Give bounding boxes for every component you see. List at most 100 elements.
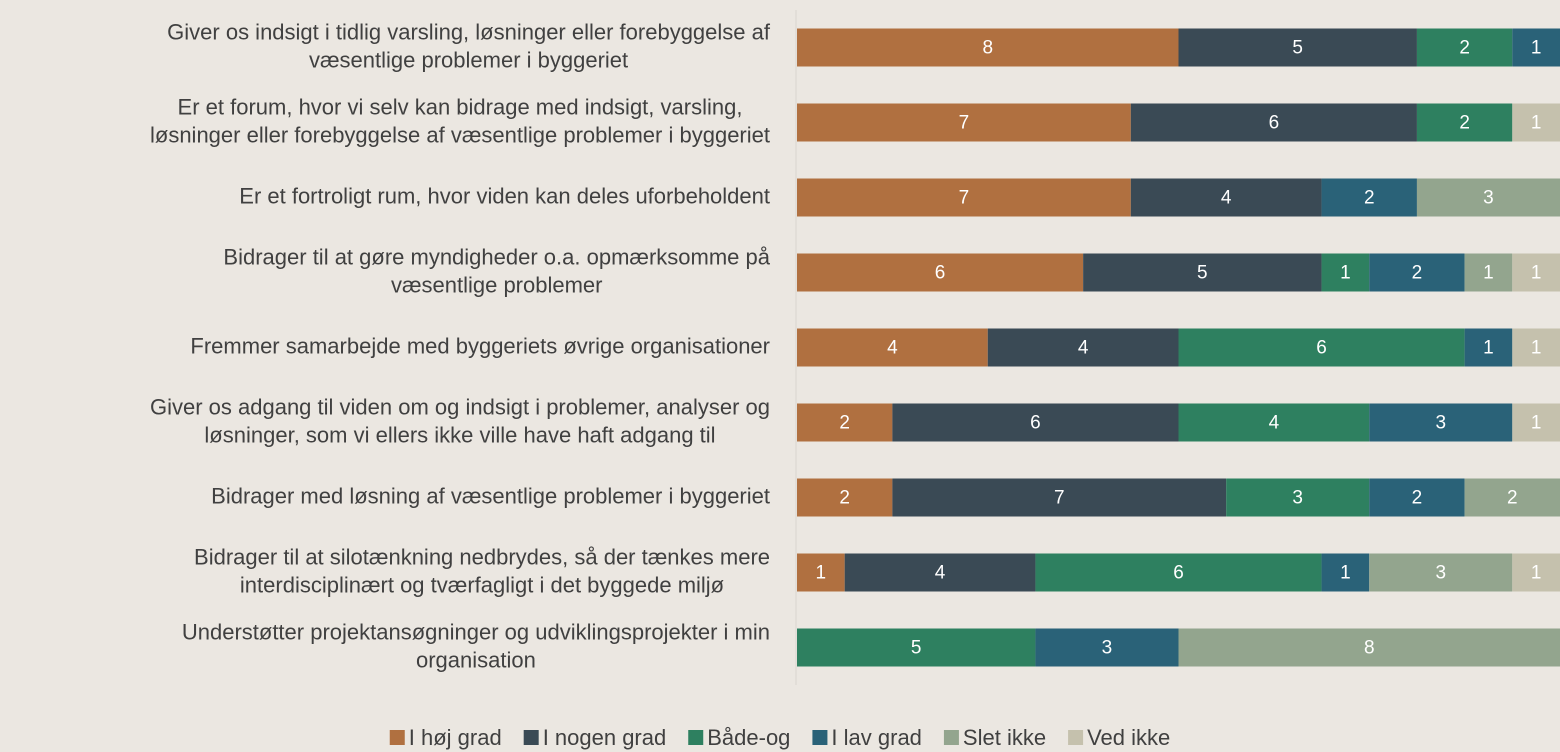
value-label: 1	[1483, 338, 1494, 359]
category-line: væsentlige problemer i byggeriet	[309, 47, 628, 72]
legend-swatch	[389, 730, 405, 745]
bar-segment	[1464, 478, 1560, 517]
value-label: 1	[1531, 338, 1542, 359]
value-label: 6	[1030, 413, 1041, 434]
value-label: 1	[1531, 563, 1542, 584]
category-line: løsninger, som vi ellers ikke ville have…	[204, 422, 715, 447]
value-label: 8	[982, 38, 993, 59]
legend-swatch	[688, 730, 704, 745]
value-label: 1	[816, 563, 827, 584]
value-label: 3	[1102, 638, 1113, 659]
category-line: Understøtter projektansøgninger og udvik…	[182, 619, 770, 644]
category-line: Bidrager til at gøre myndigheder o.a. op…	[223, 244, 770, 269]
value-label: 5	[1197, 263, 1208, 284]
legend-swatch	[523, 730, 539, 745]
value-label: 3	[1292, 488, 1303, 509]
bar-segment	[797, 103, 1131, 142]
value-label: 2	[1412, 488, 1423, 509]
value-label: 1	[1531, 38, 1542, 59]
bar-segment	[1464, 253, 1513, 292]
category-label: Bidrager med løsning af væsentlige probl…	[211, 483, 770, 508]
bar-segment	[1035, 628, 1179, 667]
bar-segment	[1369, 478, 1465, 517]
value-label: 5	[1292, 38, 1303, 59]
category-line: løsninger eller forebyggelse af væsentli…	[150, 122, 770, 147]
value-label: 8	[1364, 638, 1375, 659]
bar-segment	[1178, 28, 1417, 67]
bar-segment	[797, 553, 845, 592]
category-line: væsentlige problemer	[391, 272, 603, 297]
value-label: 7	[959, 113, 970, 134]
value-label: 2	[1459, 113, 1470, 134]
value-label: 2	[1364, 188, 1375, 209]
bar-segment	[1130, 178, 1322, 217]
value-label: 2	[839, 413, 850, 434]
bar-segment	[1321, 253, 1370, 292]
value-label: 6	[1316, 338, 1327, 359]
bar-segment	[1321, 178, 1417, 217]
value-label: 4	[935, 563, 946, 584]
value-label: 1	[1531, 263, 1542, 284]
value-label: 2	[839, 488, 850, 509]
bar-segment	[1226, 478, 1370, 517]
legend-swatch	[1068, 730, 1084, 745]
value-label: 6	[1173, 563, 1184, 584]
legend-label: Både-og	[707, 725, 790, 750]
category-line: Bidrager med løsning af væsentlige probl…	[211, 483, 770, 508]
category-label: Bidrager til at gøre myndigheder o.a. op…	[223, 244, 770, 297]
category-label: Fremmer samarbejde med byggeriets øvrige…	[190, 333, 770, 358]
legend: I høj grad I nogen grad Både-og I lav grad S…	[389, 725, 1170, 750]
bar-segment	[1178, 628, 1560, 667]
value-label: 1	[1340, 263, 1351, 284]
legend-swatch	[943, 730, 959, 745]
category-line: Bidrager til at silotænkning nedbrydes, …	[194, 544, 770, 569]
legend-label: Slet ikke	[963, 725, 1046, 750]
value-label: 1	[1340, 563, 1351, 584]
value-label: 4	[1078, 338, 1089, 359]
bar-segment	[844, 553, 1036, 592]
bar-segment	[1512, 103, 1560, 142]
legend-label: I lav grad	[831, 725, 922, 750]
category-line: Er et fortroligt rum, hvor viden kan del…	[239, 183, 770, 208]
bar-segment	[1369, 553, 1513, 592]
bar-segment	[1369, 253, 1465, 292]
category-line: Er et forum, hvor vi selv kan bidrage me…	[178, 94, 743, 119]
value-label: 6	[935, 263, 946, 284]
bar-segment	[1464, 328, 1513, 367]
bar-segment	[1512, 253, 1560, 292]
bar-segment	[1512, 403, 1560, 442]
value-label: 3	[1483, 188, 1494, 209]
bar-segment	[797, 478, 893, 517]
category-label: Er et forum, hvor vi selv kan bidrage me…	[150, 94, 770, 147]
legend-label: I nogen grad	[543, 725, 667, 750]
value-label: 1	[1531, 113, 1542, 134]
category-line: Giver os adgang til viden om og indsigt …	[150, 394, 770, 419]
category-label: Er et fortroligt rum, hvor viden kan del…	[239, 183, 770, 208]
value-label: 7	[959, 188, 970, 209]
value-label: 3	[1435, 413, 1446, 434]
bar-segment	[1512, 28, 1560, 67]
bar-segment	[1035, 553, 1322, 592]
bar-segment	[1178, 403, 1370, 442]
bar-segment	[1416, 103, 1513, 142]
bar-segment	[797, 178, 1131, 217]
value-label: 2	[1507, 488, 1518, 509]
value-label: 2	[1412, 263, 1423, 284]
bar-segment	[1083, 253, 1322, 292]
legend-label: I høj grad	[409, 725, 502, 750]
category-label: Giver os adgang til viden om og indsigt …	[150, 394, 770, 447]
bar-segment	[1416, 28, 1513, 67]
bar-segment	[797, 403, 893, 442]
bar-segment	[987, 328, 1179, 367]
value-label: 7	[1054, 488, 1065, 509]
value-label: 3	[1435, 563, 1446, 584]
value-label: 4	[1269, 413, 1280, 434]
bar-segment	[1178, 328, 1465, 367]
value-label: 4	[1221, 188, 1232, 209]
bar-segment	[797, 628, 1036, 667]
bar-segment	[1321, 553, 1370, 592]
legend-label: Ved ikke	[1087, 725, 1170, 750]
bar-segment	[1416, 178, 1560, 217]
bar-segment	[892, 478, 1227, 517]
